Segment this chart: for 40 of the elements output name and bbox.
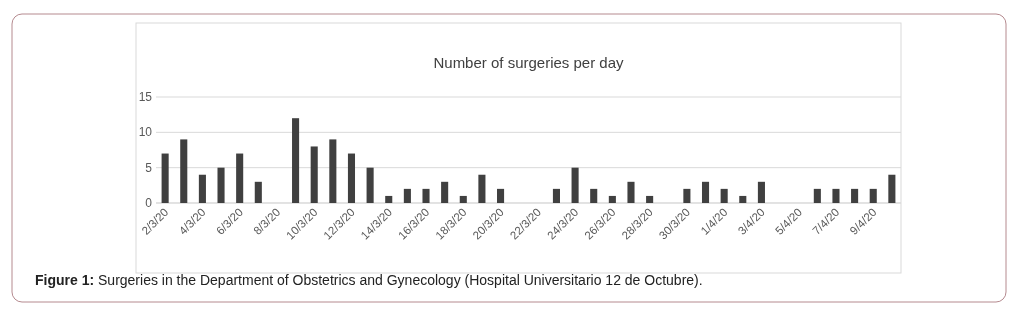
bar <box>813 188 821 203</box>
bar <box>888 174 896 203</box>
bar <box>217 167 225 203</box>
bar <box>720 188 728 203</box>
bar <box>180 139 188 203</box>
bar <box>422 188 430 203</box>
y-tick-label: 10 <box>138 125 153 140</box>
bar <box>292 118 300 203</box>
y-tick-label: 5 <box>145 160 153 175</box>
bar <box>851 188 859 203</box>
bar <box>385 195 393 203</box>
bar <box>254 181 262 203</box>
y-tick-label: 0 <box>145 196 153 210</box>
bar <box>441 181 449 203</box>
bar <box>571 167 579 203</box>
bar <box>497 188 505 203</box>
bar <box>646 195 654 203</box>
chart-title: Number of surgeries per day <box>433 54 625 71</box>
caption: Figure 1: Surgeries in the Department of Obstetrics and Gynecology (Hospital Universitario 12 de Octubre). <box>35 272 703 288</box>
bar <box>329 139 337 203</box>
bar <box>198 174 206 203</box>
bar <box>757 181 765 203</box>
bar <box>869 188 877 203</box>
y-tick-label: 15 <box>138 90 153 104</box>
bar <box>403 188 411 203</box>
bar <box>347 153 356 203</box>
bar <box>627 181 635 203</box>
bar <box>832 188 840 203</box>
bar <box>366 167 374 203</box>
bar <box>236 153 244 203</box>
bar <box>310 146 318 203</box>
bar <box>161 153 169 203</box>
bar <box>552 188 560 203</box>
bar <box>683 188 691 203</box>
bar <box>590 188 598 203</box>
bar <box>701 181 710 203</box>
bar <box>608 195 616 203</box>
bar <box>459 195 467 203</box>
bar <box>739 195 747 203</box>
bar <box>478 174 486 203</box>
